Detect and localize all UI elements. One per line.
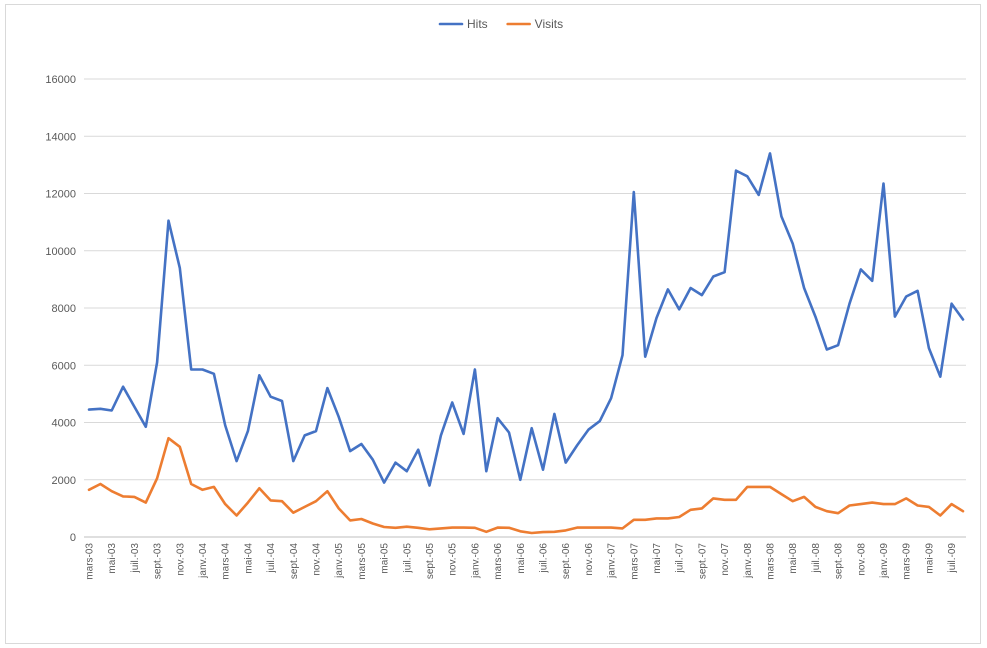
x-tick-label: mars-09: [902, 543, 913, 580]
legend-label-hits: Hits: [467, 17, 488, 31]
legend: Hits Visits: [438, 17, 563, 31]
x-tick-label: sept.-04: [289, 543, 300, 580]
x-tick-label: janv.-08: [743, 543, 754, 579]
x-tick-label: mars-07: [629, 543, 640, 580]
x-tick-label: mai-05: [380, 543, 391, 574]
y-tick-label: 8000: [52, 303, 76, 315]
x-tick-label: mai-07: [652, 543, 663, 574]
x-tick-label: janv.-04: [198, 543, 209, 579]
x-tick-label: mars-08: [766, 543, 777, 580]
y-tick-label: 12000: [45, 189, 76, 201]
x-tick-label: nov.-06: [584, 543, 595, 576]
x-tick-label: janv.-07: [607, 543, 618, 579]
y-tick-label: 6000: [52, 360, 76, 372]
x-tick-label: nov.-07: [720, 543, 731, 576]
x-tick-label: janv.-09: [879, 543, 890, 579]
x-tick-label: nov.-05: [448, 543, 459, 576]
series-line-hits: [87, 152, 965, 487]
x-tick-label: mai-03: [107, 543, 118, 574]
series-line-visits: [87, 436, 965, 535]
y-tick-label: 14000: [45, 131, 76, 143]
x-tick-label: mars-06: [493, 543, 504, 580]
line-chart: Hits Visits 0 2000 4000 6000 8000 10000 12000 14…: [45, 17, 966, 580]
x-tick-label: juil.-04: [266, 543, 277, 574]
gridlines: [84, 78, 966, 538]
y-axis: 0 2000 4000 6000 8000 10000 12000 14000 16000: [45, 74, 76, 544]
x-tick-label: juil.-05: [402, 543, 413, 574]
series-lines: [87, 152, 965, 535]
x-tick-label: nov.-03: [175, 543, 186, 576]
x-tick-label: nov.-08: [856, 543, 867, 576]
x-tick-label: juil.-09: [947, 543, 958, 574]
x-tick-label: nov.-04: [312, 543, 323, 576]
x-tick-label: sept.-05: [425, 543, 436, 580]
x-tick-label: janv.-06: [470, 543, 481, 579]
x-tick-label: mai-06: [516, 543, 527, 574]
x-tick-label: mars-04: [221, 543, 232, 580]
y-tick-label: 2000: [52, 475, 76, 487]
x-tick-label: janv.-05: [334, 543, 345, 579]
x-tick-label: sept.-07: [697, 543, 708, 580]
x-tick-label: juil.-08: [811, 543, 822, 574]
x-tick-label: sept.-06: [561, 543, 572, 580]
legend-label-visits: Visits: [535, 17, 563, 31]
x-tick-label: mai-09: [924, 543, 935, 574]
x-tick-label: sept.-08: [834, 543, 845, 580]
x-tick-label: juil.-06: [539, 543, 550, 574]
x-tick-label: juil.-03: [130, 543, 141, 574]
x-tick-label: mai-08: [788, 543, 799, 574]
y-tick-label: 10000: [45, 246, 76, 258]
chart-area: Hits Visits 0 2000 4000 6000 8000 10000 12000 14…: [5, 4, 981, 644]
y-tick-label: 0: [70, 532, 76, 544]
x-tick-label: mai-04: [243, 543, 254, 574]
x-axis: mars-03 mai-03 juil.-03 sept.-03 nov.-03 janv…: [85, 543, 959, 580]
x-tick-label: mars-05: [357, 543, 368, 580]
x-tick-label: mars-03: [85, 543, 96, 580]
x-tick-label: juil.-07: [675, 543, 686, 574]
x-tick-label: sept.-03: [153, 543, 164, 580]
y-tick-label: 16000: [45, 74, 76, 86]
y-tick-label: 4000: [52, 418, 76, 430]
